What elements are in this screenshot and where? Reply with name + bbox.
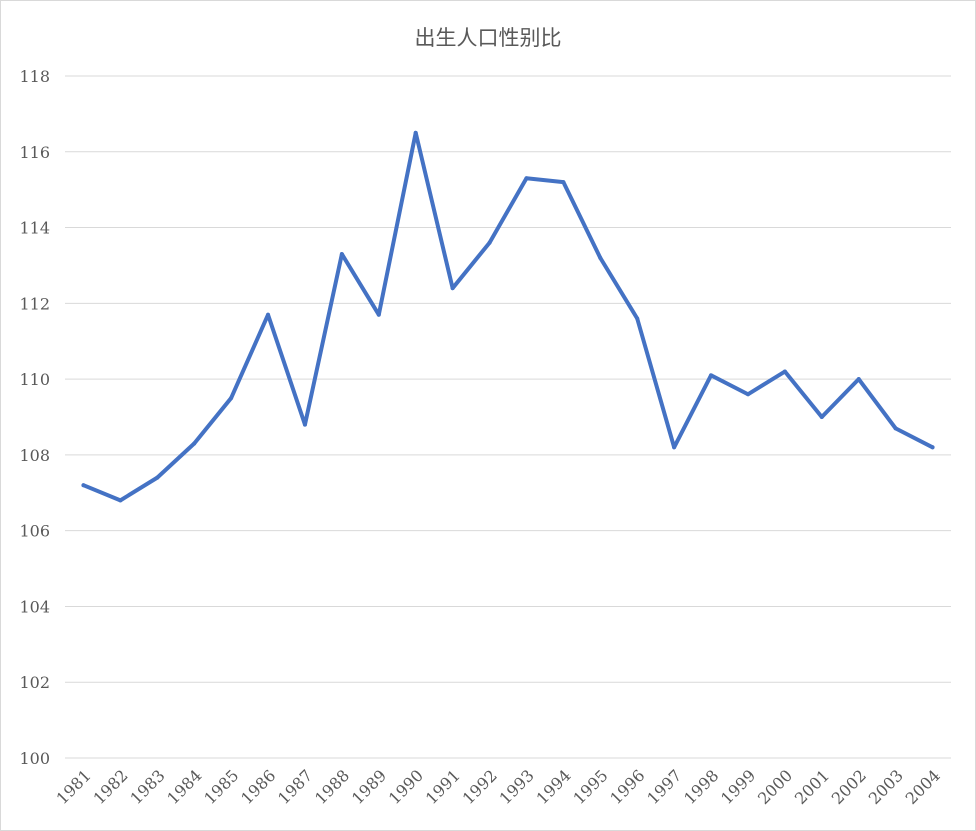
- data-point: [598, 255, 603, 260]
- x-tick-label: 1982: [89, 766, 131, 808]
- data-point: [709, 373, 714, 378]
- data-point: [192, 441, 197, 446]
- y-tick-label: 114: [19, 219, 50, 238]
- data-point: [561, 180, 566, 185]
- x-tick-label: 1989: [348, 766, 390, 808]
- gridlines: [65, 75, 951, 759]
- y-tick-label: 106: [19, 522, 50, 541]
- y-tick-label: 102: [19, 673, 50, 692]
- data-point: [155, 475, 160, 480]
- y-tick-label: 112: [19, 294, 50, 313]
- x-axis-tick-labels: 1981198219831984198519861987198819891990…: [53, 766, 944, 808]
- x-tick-label: 1986: [237, 766, 279, 808]
- x-tick-label: 1988: [311, 766, 353, 808]
- x-tick-label: 1999: [717, 766, 759, 808]
- x-tick-label: 2000: [754, 766, 796, 808]
- data-point: [745, 392, 750, 397]
- y-tick-label: 108: [19, 446, 50, 465]
- data-point: [635, 316, 640, 321]
- x-tick-label: 1991: [422, 766, 464, 808]
- data-point: [413, 130, 418, 135]
- y-tick-label: 110: [19, 370, 50, 389]
- x-tick-label: 1994: [532, 766, 574, 808]
- y-tick-label: 116: [19, 143, 50, 162]
- x-tick-label: 1993: [496, 766, 538, 808]
- data-point: [376, 312, 381, 317]
- data-point: [339, 252, 344, 257]
- data-point: [930, 445, 935, 450]
- data-point: [856, 377, 861, 382]
- x-tick-label: 2002: [828, 766, 870, 808]
- y-tick-label: 100: [19, 749, 50, 768]
- x-tick-label: 1981: [53, 766, 95, 808]
- data-point: [893, 426, 898, 431]
- y-tick-label: 104: [19, 597, 50, 616]
- x-tick-label: 1985: [200, 766, 242, 808]
- data-point: [487, 240, 492, 245]
- data-point: [782, 369, 787, 374]
- series-line: [81, 130, 935, 503]
- y-axis-tick-labels: 100 102 104 106 108 110 112 114 116 118: [19, 67, 50, 768]
- x-tick-label: 1998: [680, 766, 722, 808]
- data-point: [118, 498, 123, 503]
- x-tick-label: 1992: [459, 766, 501, 808]
- data-point: [229, 396, 234, 401]
- x-tick-label: 1984: [163, 766, 205, 808]
- data-point: [819, 415, 824, 419]
- x-tick-label: 1983: [126, 766, 168, 808]
- data-point: [81, 483, 86, 488]
- data-point: [450, 286, 455, 291]
- x-tick-label: 1997: [643, 766, 685, 808]
- data-point: [302, 422, 307, 427]
- x-tick-label: 2001: [791, 766, 833, 808]
- x-tick-label: 1996: [606, 766, 648, 808]
- data-point: [266, 312, 271, 317]
- x-tick-label: 1990: [385, 766, 427, 808]
- chart-title: 出生人口性别比: [415, 26, 562, 50]
- data-point: [524, 176, 529, 181]
- data-point: [672, 445, 677, 450]
- x-tick-label: 1987: [274, 766, 316, 808]
- x-tick-label: 2003: [865, 766, 907, 808]
- y-tick-label: 118: [19, 67, 50, 86]
- x-tick-label: 2004: [902, 766, 944, 808]
- series-layer: [81, 130, 935, 503]
- x-tick-label: 1995: [569, 766, 611, 808]
